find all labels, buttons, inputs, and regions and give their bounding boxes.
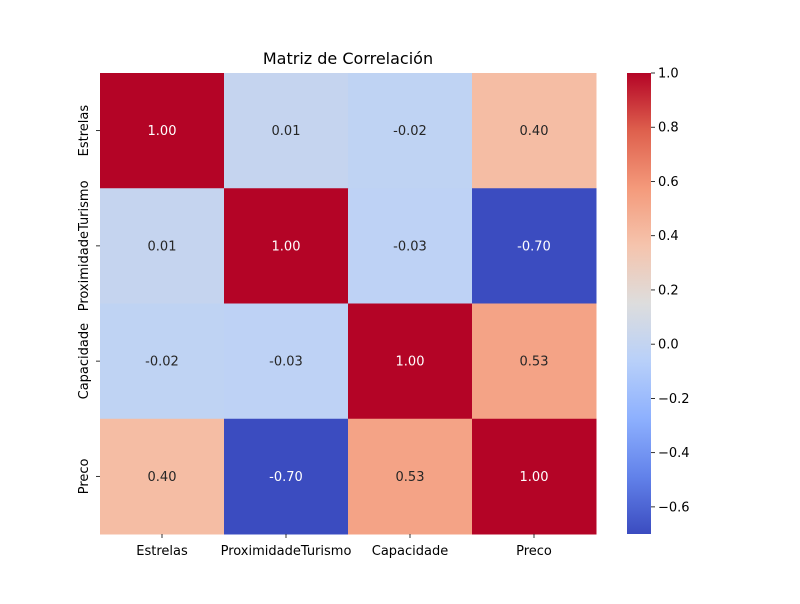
colorbar-tick-label-3: 0.4: [658, 229, 679, 244]
x-tick-label-0: Estrelas: [136, 544, 188, 559]
heatmap-cell-2-2: [348, 303, 473, 420]
cell-label-2-0: -0.02: [145, 355, 179, 370]
x-tick-label-2: Capacidade: [372, 544, 449, 559]
colorbar-tick-label-7: −0.4: [658, 446, 690, 461]
heatmap-cell-1-0: [100, 188, 225, 304]
heatmap-cell-3-1: [224, 418, 349, 535]
x-axis-ticks: Estrelas ProximidadeTurismo Capacidade Prec…: [136, 534, 552, 559]
cell-label-3-3: 1.00: [520, 470, 549, 485]
cell-label-1-2: -0.03: [393, 239, 427, 254]
cell-label-3-2: 0.53: [396, 470, 425, 485]
y-axis-ticks: Estrelas ProximidadeTurismo Capacidade Prec…: [77, 105, 100, 494]
cell-label-1-0: 0.01: [148, 239, 177, 254]
x-tick-label-3: Preco: [516, 544, 552, 559]
heatmap-cell-0-2: [348, 73, 473, 189]
colorbar-tick-label-8: −0.6: [658, 500, 690, 515]
y-tick-label-0: Estrelas: [77, 105, 92, 157]
heatmap-cell-0-3: [472, 73, 597, 189]
cell-label-1-3: -0.70: [517, 239, 551, 254]
cell-label-0-0: 1.00: [148, 124, 177, 139]
heatmap-cell-2-3: [472, 303, 597, 420]
cell-label-0-2: -0.02: [393, 124, 427, 139]
colorbar-gradient: [627, 73, 651, 534]
colorbar-tick-label-2: 0.6: [658, 175, 679, 190]
heatmap-cell-2-0: [100, 303, 225, 420]
y-tick-label-2: Capacidade: [77, 323, 92, 400]
heatmap-cell-3-0: [100, 418, 225, 535]
heatmap-cell-2-1: [224, 303, 349, 420]
cell-label-1-1: 1.00: [272, 239, 301, 254]
x-tick-label-1: ProximidadeTurismo: [221, 544, 352, 559]
cell-label-3-1: -0.70: [269, 470, 303, 485]
heatmap-cell-1-3: [472, 188, 597, 304]
heatmap-cells: 1.00 0.01 -0.02 0.40 0.01 1.00 -0.03 -0.70 -0.02…: [100, 73, 597, 535]
cell-label-3-0: 0.40: [148, 470, 177, 485]
heatmap-cell-3-3: [472, 418, 597, 535]
heatmap-cell-0-1: [224, 73, 349, 189]
colorbar-tick-label-0: 1.0: [658, 67, 679, 82]
y-tick-label-1: ProximidadeTurismo: [77, 180, 92, 311]
colorbar-tick-label-6: −0.2: [658, 392, 690, 407]
cell-label-2-3: 0.53: [520, 355, 549, 370]
colorbar-tick-label-4: 0.2: [658, 283, 679, 298]
cell-label-2-1: -0.03: [269, 355, 303, 370]
colorbar-tick-label-5: 0.0: [658, 338, 679, 353]
colorbar-tick-label-1: 0.8: [658, 121, 679, 136]
cell-label-2-2: 1.00: [396, 355, 425, 370]
cell-label-0-1: 0.01: [272, 124, 301, 139]
chart-title: Matriz de Correlación: [263, 49, 433, 68]
heatmap-cell-3-2: [348, 418, 473, 535]
cell-label-0-3: 0.40: [520, 124, 549, 139]
colorbar: 1.0 0.8 0.6 0.4 0.2 0.0 −0.2 −0.4 −0.6: [627, 67, 690, 534]
heatmap-cell-0-0: [100, 73, 225, 189]
y-tick-label-3: Preco: [77, 458, 92, 494]
heatmap-cell-1-2: [348, 188, 473, 304]
heatmap-cell-1-1: [224, 188, 349, 304]
